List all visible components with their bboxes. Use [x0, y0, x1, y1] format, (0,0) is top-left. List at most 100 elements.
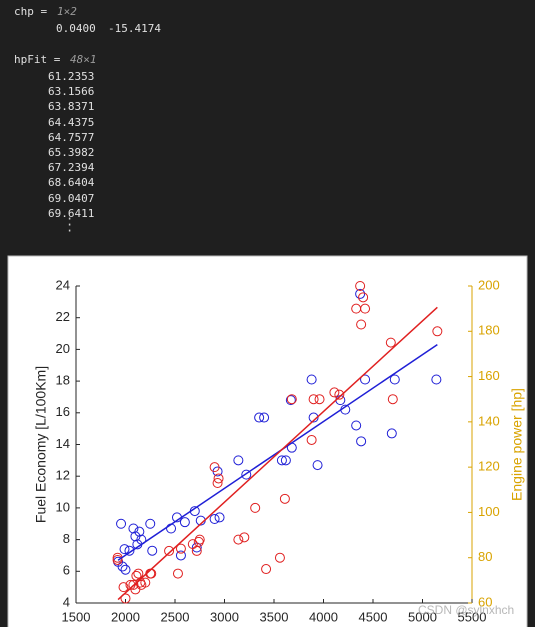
value: 64.7577 [48, 130, 95, 144]
point [112, 554, 123, 565]
point [308, 412, 319, 423]
point [356, 436, 367, 447]
point [276, 455, 287, 466]
point [385, 337, 396, 348]
point [387, 394, 398, 405]
y2-tick-label: 80 [478, 549, 492, 564]
point [351, 420, 362, 431]
variable-size: 1×2 [57, 5, 77, 18]
point [308, 394, 319, 405]
x-tick-label: 2000 [111, 609, 140, 624]
point [312, 460, 323, 471]
value: 68.6404 [48, 176, 95, 190]
y-tick-label: 24 [56, 277, 70, 292]
y-tick-label: 22 [56, 309, 70, 324]
point [145, 518, 156, 529]
y2-axis-label: Engine power [hp] [509, 388, 525, 501]
point [285, 395, 296, 406]
x-tick-label: 1500 [62, 609, 91, 624]
point [120, 564, 131, 575]
y-tick-label: 12 [56, 468, 70, 483]
point [209, 513, 220, 524]
x-tick-label: 3500 [260, 609, 289, 624]
point [360, 303, 371, 314]
point [124, 545, 135, 556]
point [172, 568, 183, 579]
point [117, 561, 128, 572]
point [209, 462, 220, 473]
y-tick-label: 20 [56, 341, 70, 356]
point [164, 545, 175, 556]
point [175, 550, 186, 561]
point [389, 374, 400, 385]
point [279, 493, 290, 504]
point [116, 518, 127, 529]
point [386, 428, 397, 439]
point [306, 434, 317, 445]
point [360, 374, 371, 385]
y2-tick-label: 160 [478, 368, 500, 383]
y2-tick-label: 120 [478, 459, 500, 474]
point [355, 281, 366, 291]
x-tick-label: 5000 [408, 609, 437, 624]
point [250, 502, 261, 513]
point [329, 387, 340, 398]
point [358, 292, 369, 303]
x-tick-label: 4500 [359, 609, 388, 624]
y2-tick-label: 100 [478, 504, 500, 519]
point [128, 579, 139, 590]
value: 0.0400 [56, 22, 96, 35]
point [175, 543, 186, 554]
y-tick-label: 4 [63, 594, 70, 609]
point [239, 532, 250, 543]
x-tick-label: 3000 [210, 609, 239, 624]
point [128, 523, 139, 534]
point [356, 319, 367, 330]
y-tick-label: 18 [56, 373, 70, 388]
value: 67.2394 [48, 161, 95, 175]
point [119, 544, 130, 555]
value: 65.3982 [48, 146, 95, 159]
fit-line [117, 306, 438, 601]
y2-tick-label: 200 [478, 277, 500, 292]
point [193, 536, 204, 547]
y-tick-label: 16 [56, 404, 70, 419]
value: 63.8371 [48, 100, 95, 114]
point [432, 326, 443, 337]
point [179, 517, 190, 528]
variable-name: chp = [14, 5, 48, 18]
point [140, 577, 151, 588]
point [213, 473, 224, 484]
point [431, 374, 442, 385]
watermark: CSDN @sylnxhch [418, 603, 514, 617]
fit-line [117, 344, 438, 561]
y2-tick-label: 60 [478, 594, 492, 609]
point [233, 534, 244, 545]
point [212, 477, 223, 488]
ellipsis: · · · [66, 212, 74, 238]
point [134, 526, 145, 537]
point [355, 288, 366, 299]
point [194, 534, 205, 545]
y-tick-label: 6 [63, 563, 70, 578]
point [280, 455, 291, 466]
value: 69.6411 [48, 206, 95, 220]
x-tick-label: 2500 [161, 609, 190, 624]
point [306, 374, 317, 385]
point [233, 455, 244, 466]
point [254, 412, 265, 423]
point [261, 564, 272, 575]
y-tick-label: 14 [56, 436, 70, 451]
x-tick-label: 4000 [309, 609, 338, 624]
x-tick-label: 5500 [458, 609, 487, 624]
value: 61.2353 [48, 70, 95, 83]
value: -15.4174 [108, 22, 161, 35]
value: 64.4375 [48, 115, 95, 129]
point [120, 593, 131, 604]
variable-name: hpFit = [14, 53, 61, 66]
point [259, 412, 270, 423]
variable-size: 48×1 [70, 53, 97, 66]
y-tick-label: 10 [56, 499, 70, 514]
